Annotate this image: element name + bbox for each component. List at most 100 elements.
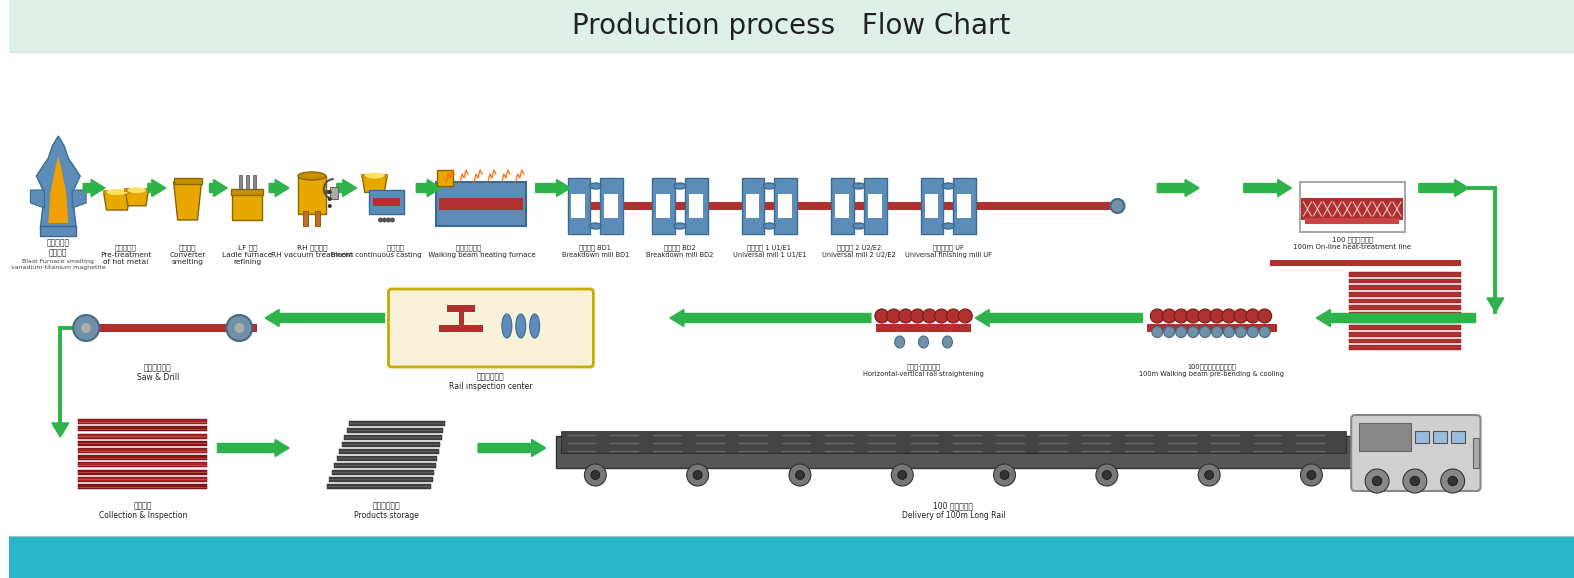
Circle shape — [1440, 469, 1464, 493]
Bar — [1270, 260, 1461, 266]
Ellipse shape — [911, 309, 924, 323]
Ellipse shape — [886, 309, 900, 323]
Circle shape — [1102, 470, 1111, 480]
Ellipse shape — [899, 309, 913, 323]
Ellipse shape — [1258, 309, 1272, 323]
Bar — [1432, 431, 1447, 443]
FancyArrow shape — [52, 423, 69, 437]
FancyArrow shape — [1157, 180, 1199, 197]
Polygon shape — [49, 156, 68, 223]
Bar — [41, 226, 76, 236]
Bar — [79, 434, 208, 439]
FancyArrow shape — [1316, 309, 1475, 327]
Bar — [604, 194, 619, 218]
Bar — [297, 176, 326, 214]
FancyArrow shape — [1418, 180, 1469, 197]
FancyArrow shape — [264, 309, 384, 327]
Bar — [831, 202, 886, 210]
Ellipse shape — [1163, 327, 1174, 338]
Text: 收集检查
Collection & Inspection: 收集检查 Collection & Inspection — [99, 501, 187, 520]
Ellipse shape — [943, 183, 954, 189]
Bar — [1147, 324, 1277, 332]
Ellipse shape — [127, 187, 146, 193]
FancyArrow shape — [671, 309, 870, 327]
Bar — [831, 178, 855, 234]
FancyArrow shape — [1243, 180, 1292, 197]
Text: 100 米余热生产线
100m On-line heat-treatment line: 100 米余热生产线 100m On-line heat-treatment l… — [1294, 236, 1412, 250]
Bar — [173, 178, 201, 184]
Ellipse shape — [1174, 309, 1188, 323]
Text: LF 精炼
Ladle furnace
refining: LF 精炼 Ladle furnace refining — [222, 244, 272, 265]
Bar — [79, 477, 208, 482]
Circle shape — [390, 217, 395, 223]
Circle shape — [227, 315, 252, 341]
Bar — [124, 188, 150, 192]
Bar — [1349, 292, 1461, 297]
Ellipse shape — [1212, 327, 1223, 338]
Circle shape — [1373, 476, 1382, 486]
Ellipse shape — [1162, 309, 1176, 323]
Circle shape — [1204, 470, 1214, 480]
Ellipse shape — [1247, 327, 1258, 338]
Bar — [334, 462, 436, 468]
Circle shape — [1300, 464, 1322, 486]
Ellipse shape — [674, 223, 686, 229]
Circle shape — [590, 470, 600, 480]
Ellipse shape — [1234, 309, 1248, 323]
FancyArrow shape — [217, 439, 290, 457]
Bar — [337, 455, 438, 461]
Polygon shape — [104, 192, 131, 210]
Ellipse shape — [502, 314, 512, 338]
Text: 钢轨成品入库
Products storage: 钢轨成品入库 Products storage — [354, 501, 419, 520]
Bar — [233, 194, 263, 220]
FancyArrow shape — [337, 180, 357, 197]
Bar — [79, 484, 208, 489]
Polygon shape — [36, 136, 80, 228]
Circle shape — [235, 323, 244, 333]
Ellipse shape — [1210, 309, 1225, 323]
Ellipse shape — [1221, 309, 1236, 323]
Polygon shape — [126, 190, 148, 206]
Bar — [239, 175, 242, 189]
Ellipse shape — [853, 223, 864, 229]
Ellipse shape — [105, 189, 127, 195]
FancyBboxPatch shape — [1350, 415, 1481, 491]
Bar — [8, 52, 1574, 536]
Circle shape — [1365, 469, 1388, 493]
Bar — [346, 428, 444, 433]
Bar — [360, 173, 389, 177]
Ellipse shape — [943, 336, 952, 348]
Text: RH 真空处理
RH vacuum treatment: RH 真空处理 RH vacuum treatment — [271, 244, 353, 258]
Ellipse shape — [935, 309, 949, 323]
Ellipse shape — [1198, 309, 1212, 323]
Bar — [79, 469, 208, 475]
Bar — [568, 202, 1113, 210]
Bar — [331, 187, 338, 199]
Circle shape — [891, 464, 913, 486]
Circle shape — [1306, 470, 1316, 480]
Bar — [1305, 218, 1399, 224]
Ellipse shape — [1236, 327, 1247, 338]
Ellipse shape — [946, 309, 960, 323]
Bar — [779, 194, 792, 218]
Bar — [246, 175, 249, 189]
Bar — [1302, 198, 1402, 220]
Bar — [1349, 339, 1461, 343]
Bar — [746, 194, 760, 218]
Bar — [8, 536, 1574, 578]
Ellipse shape — [853, 183, 864, 189]
Bar — [439, 325, 483, 332]
Bar — [79, 427, 208, 431]
Bar — [741, 202, 798, 210]
Circle shape — [1198, 464, 1220, 486]
Circle shape — [789, 464, 811, 486]
Ellipse shape — [1188, 327, 1198, 338]
Bar — [954, 178, 976, 234]
Bar — [921, 202, 976, 210]
Bar — [340, 449, 439, 454]
Circle shape — [1111, 199, 1124, 213]
Bar — [345, 435, 442, 440]
Ellipse shape — [674, 183, 686, 189]
Text: 开坯轧机 BD2
Breakdown mill BD2: 开坯轧机 BD2 Breakdown mill BD2 — [647, 244, 713, 258]
Bar — [556, 436, 1350, 468]
